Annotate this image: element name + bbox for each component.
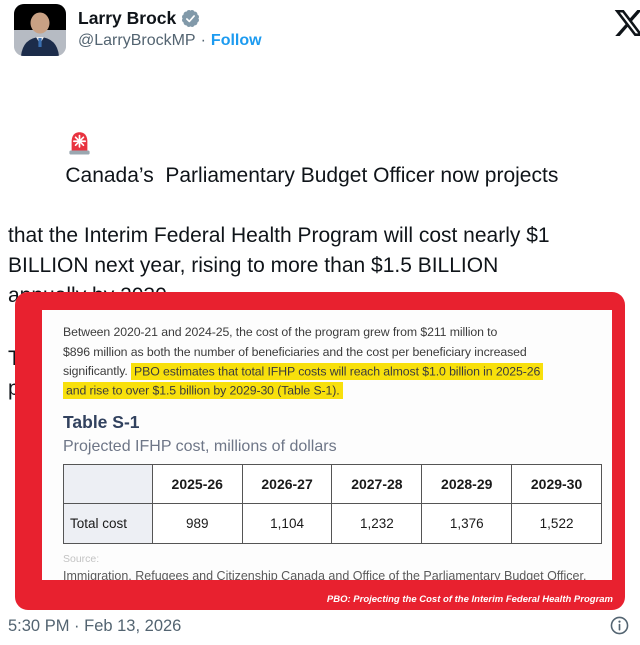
table-data-row: Total cost 989 1,104 1,232 1,376 1,522 bbox=[63, 503, 602, 544]
timestamp[interactable]: 5:30 PM · Feb 13, 2026 bbox=[8, 617, 182, 635]
source-text: Immigration, Refugees and Citizenship Ca… bbox=[63, 569, 587, 580]
table-subtitle: Projected IFHP cost, millions of dollars bbox=[63, 438, 337, 455]
embedded-image[interactable]: Between 2020-21 and 2024-25, the cost of… bbox=[15, 292, 625, 610]
tweet-line-2: that the Interim Federal Health Program … bbox=[8, 224, 550, 247]
user-handle[interactable]: @LarryBrockMP bbox=[78, 32, 196, 49]
table-header-row: 2025-26 2026-27 2027-28 2028-29 2029-30 bbox=[63, 464, 602, 504]
follow-button[interactable]: Follow bbox=[210, 32, 262, 49]
highlighted-text-line-2: and rise to over $1.5 billion by 2029-30… bbox=[63, 382, 343, 399]
post-footer: 5:30 PM · Feb 13, 2026 bbox=[8, 612, 632, 640]
table-value-cell: 1,376 bbox=[421, 503, 513, 544]
table-value-cell: 989 bbox=[151, 503, 243, 544]
post-header: Larry Brock @LarryBrockMP · Follow bbox=[14, 4, 640, 60]
source-label: Source: bbox=[63, 553, 100, 565]
table-column-header: 2025-26 bbox=[151, 464, 243, 504]
doc-paragraph-line-3: significantly. bbox=[63, 364, 131, 378]
verified-badge-icon bbox=[181, 9, 200, 28]
police-light-emoji-icon bbox=[31, 100, 90, 155]
table-value-cell: 1,104 bbox=[241, 503, 333, 544]
table-column-header: 2027-28 bbox=[331, 464, 423, 504]
pbo-document-excerpt: Between 2020-21 and 2024-25, the cost of… bbox=[42, 310, 612, 580]
table-column-header: 2028-29 bbox=[421, 464, 513, 504]
avatar[interactable] bbox=[14, 4, 66, 56]
table-column-header: 2026-27 bbox=[241, 464, 333, 504]
doc-paragraph-line-1: Between 2020-21 and 2024-25, the cost of… bbox=[63, 325, 498, 339]
highlighted-text-line-1: PBO estimates that total IFHP costs will… bbox=[130, 362, 544, 380]
separator-dot: · bbox=[200, 32, 206, 49]
avatar-portrait bbox=[14, 4, 66, 56]
tweet-line-3: BILLION next year, rising to more than $… bbox=[8, 254, 499, 277]
info-icon[interactable] bbox=[609, 615, 630, 636]
table-column-header: 2029-30 bbox=[511, 464, 602, 504]
embed-caption: PBO: Projecting the Cost of the Interim … bbox=[326, 594, 613, 605]
table-row-label: Total cost bbox=[63, 503, 153, 544]
table-title: Table S-1 bbox=[63, 412, 140, 432]
projected-cost-table: 2025-26 2026-27 2027-28 2028-29 2029-30 … bbox=[63, 464, 602, 544]
table-value-cell: 1,522 bbox=[511, 503, 602, 544]
doc-paragraph-line-2: $896 million as both the number of benef… bbox=[63, 344, 527, 359]
display-name[interactable]: Larry Brock bbox=[78, 7, 177, 28]
x-logo-icon[interactable] bbox=[613, 7, 640, 39]
table-value-cell: 1,232 bbox=[331, 503, 423, 544]
table-corner-cell bbox=[63, 464, 153, 504]
tweet-line-1: Canada’s Parliamentary Budget Officer no… bbox=[65, 164, 559, 187]
